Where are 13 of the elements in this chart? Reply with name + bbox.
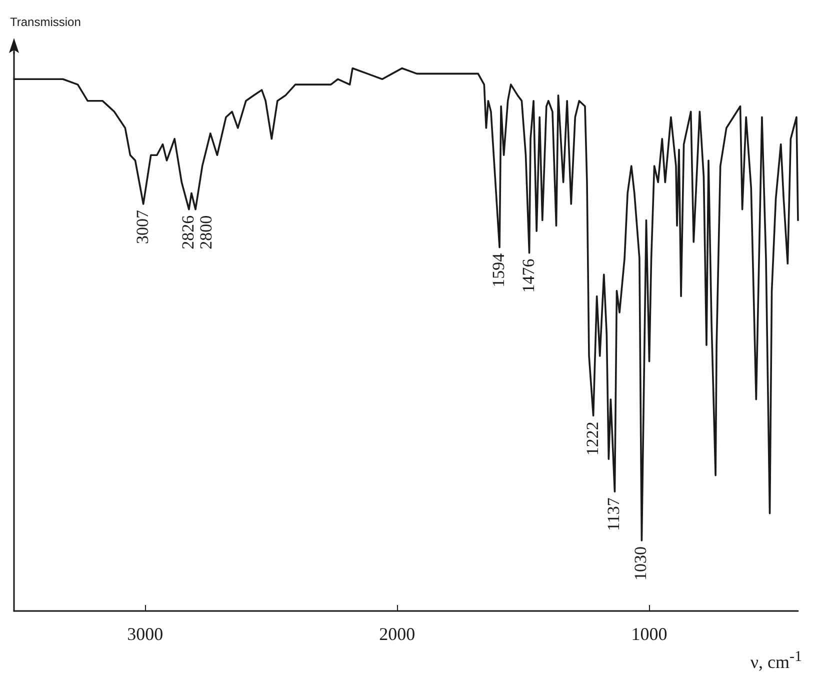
annotation: 1476 — [518, 258, 538, 293]
x-tick-label: 1000 — [631, 624, 668, 644]
annotation: 2826 — [178, 215, 198, 250]
annotation: 1137 — [604, 497, 624, 531]
annotation: 2800 — [196, 215, 216, 250]
annotation: 1222 — [582, 422, 602, 456]
y-axis-title: Transmission — [10, 15, 81, 29]
annotation: 1594 — [489, 252, 508, 288]
annotation: 3007 — [132, 209, 152, 244]
x-tick-label: 3000 — [127, 624, 164, 644]
x-axis-title: ν, cm$^{-1}$ — [750, 649, 802, 673]
x-tick-label: 2000 — [379, 624, 416, 644]
annotation: 1030 — [631, 546, 650, 580]
